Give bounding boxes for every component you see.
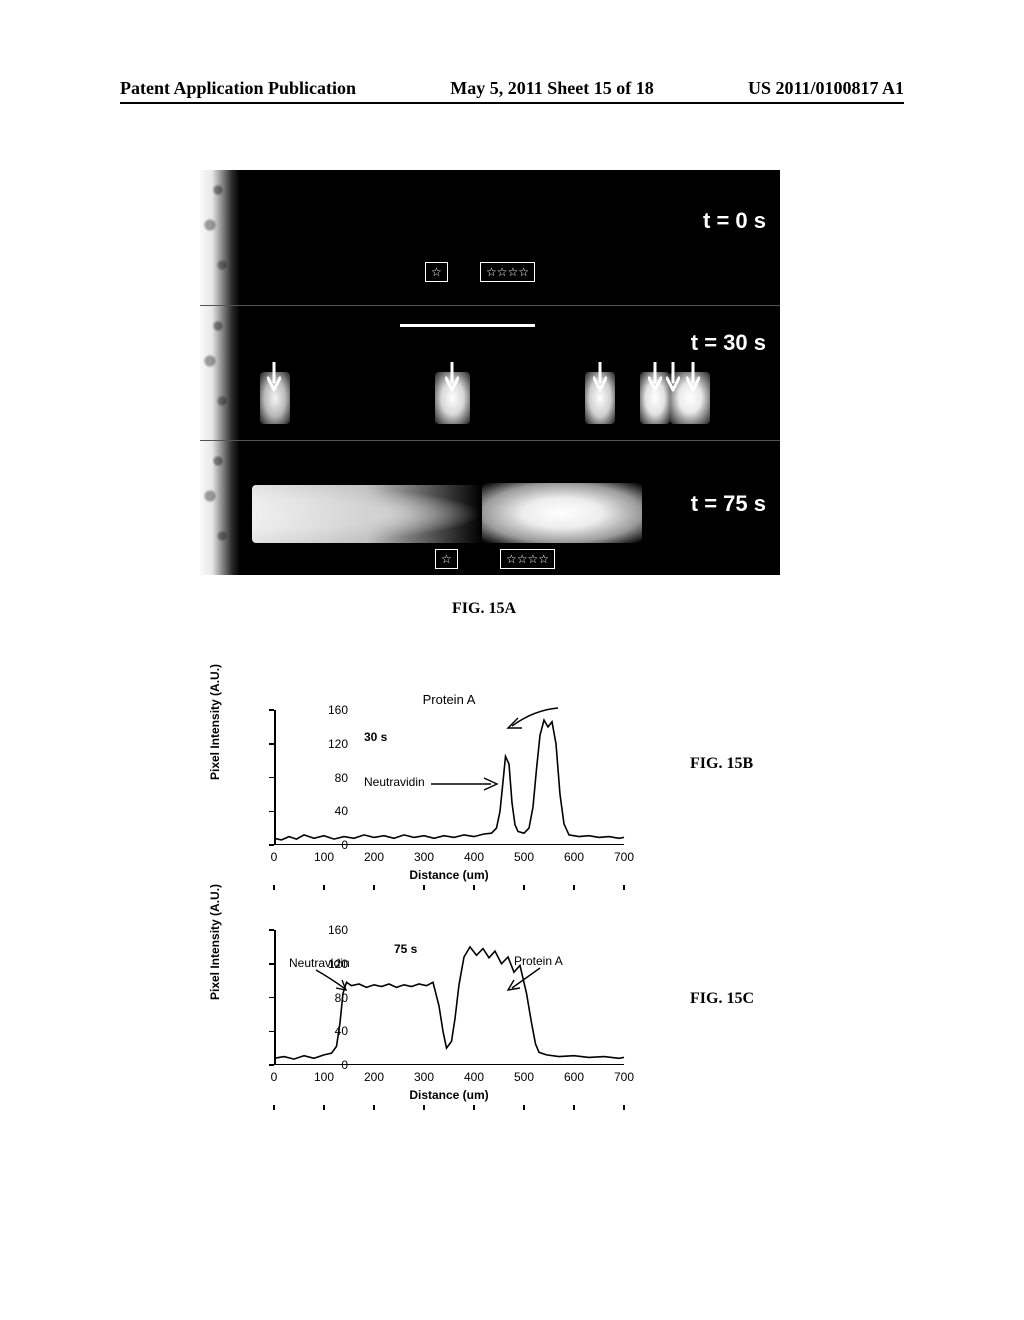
y-tick-label: 40 <box>314 804 348 818</box>
header-left: Patent Application Publication <box>120 78 356 99</box>
x-tick-label: 0 <box>259 1070 289 1084</box>
page-header: Patent Application Publication May 5, 20… <box>0 78 1024 99</box>
figure-15c-caption: FIG. 15C <box>690 990 754 1008</box>
time-label-t0: t = 0 s <box>703 208 766 234</box>
chart-15b: Protein A Pixel Intensity (A.U.) Distanc… <box>212 700 642 885</box>
marker-box-single-t75: ☆ <box>435 549 458 569</box>
x-tick-label: 700 <box>609 850 639 864</box>
star-icon: ☆ <box>441 552 452 566</box>
x-tick-label: 300 <box>409 1070 439 1084</box>
y-tick-label: 160 <box>314 923 348 937</box>
y-tick <box>269 1064 274 1066</box>
x-tick <box>473 885 475 890</box>
time-label-t75: t = 75 s <box>691 491 766 517</box>
x-tick <box>573 885 575 890</box>
x-tick <box>373 1105 375 1110</box>
left-smear-t75 <box>200 441 240 575</box>
chart-c-time-label: 75 s <box>394 942 417 956</box>
x-tick <box>473 1105 475 1110</box>
y-tick-label: 120 <box>314 957 348 971</box>
x-tick-label: 200 <box>359 1070 389 1084</box>
x-tick <box>273 1105 275 1110</box>
y-tick <box>269 777 274 779</box>
time-label-t30: t = 30 s <box>691 330 766 356</box>
y-tick <box>269 929 274 931</box>
header-right: US 2011/0100817 A1 <box>748 78 904 99</box>
x-tick-label: 500 <box>509 850 539 864</box>
x-tick-label: 400 <box>459 850 489 864</box>
x-tick <box>523 885 525 890</box>
arrow-down-icon <box>686 362 700 392</box>
y-tick <box>269 844 274 846</box>
chart-b-neutravidin-label: Neutravidin <box>364 775 425 789</box>
stars-icon: ☆☆☆☆ <box>506 552 549 566</box>
marker-box-single-t0: ☆ <box>425 262 448 282</box>
y-tick-label: 120 <box>314 737 348 751</box>
x-tick <box>273 885 275 890</box>
x-tick <box>523 1105 525 1110</box>
figure-15a-caption: FIG. 15A <box>452 600 516 618</box>
x-tick-label: 500 <box>509 1070 539 1084</box>
stars-icon: ☆☆☆☆ <box>486 265 529 279</box>
y-tick <box>269 743 274 745</box>
y-tick <box>269 997 274 999</box>
panel-t30: t = 30 s <box>200 305 780 440</box>
y-tick <box>269 1031 274 1033</box>
x-tick <box>323 885 325 890</box>
x-tick <box>623 885 625 890</box>
arrow-right-icon <box>429 775 501 793</box>
figure-15b-caption: FIG. 15B <box>690 755 753 773</box>
y-tick <box>269 963 274 965</box>
x-tick <box>623 1105 625 1110</box>
left-smear-t0 <box>200 170 240 305</box>
x-tick-label: 300 <box>409 850 439 864</box>
scale-bar <box>400 324 535 327</box>
x-tick-label: 700 <box>609 1070 639 1084</box>
band-wide-left <box>252 485 482 543</box>
y-tick <box>269 811 274 813</box>
left-smear-t30 <box>200 306 240 440</box>
chart-c-ylabel: Pixel Intensity (A.U.) <box>208 884 222 1000</box>
y-tick-label: 160 <box>314 703 348 717</box>
header-rule <box>120 102 904 104</box>
x-tick-label: 100 <box>309 850 339 864</box>
panel-t75: t = 75 s ☆ ☆☆☆☆ <box>200 440 780 575</box>
chart-15c: Pixel Intensity (A.U.) Distance (um) 75 … <box>212 920 642 1105</box>
x-tick-label: 100 <box>309 1070 339 1084</box>
header-center: May 5, 2011 Sheet 15 of 18 <box>450 78 653 99</box>
chart-b-time-label: 30 s <box>364 730 387 744</box>
arrow-down-icon <box>593 362 607 392</box>
chart-c-xlabel: Distance (um) <box>274 1088 624 1102</box>
x-tick <box>573 1105 575 1110</box>
panel-t0: t = 0 s ☆ ☆☆☆☆ <box>200 170 780 305</box>
band-wide-right <box>482 483 642 543</box>
y-tick-label: 80 <box>314 991 348 1005</box>
arrow-down-icon <box>648 362 662 392</box>
x-tick-label: 600 <box>559 1070 589 1084</box>
x-tick-label: 200 <box>359 850 389 864</box>
marker-box-multi-t0: ☆☆☆☆ <box>480 262 535 282</box>
arrow-down-icon <box>666 362 680 392</box>
chart-b-ylabel: Pixel Intensity (A.U.) <box>208 664 222 780</box>
y-tick-label: 80 <box>314 771 348 785</box>
y-tick-label: 40 <box>314 1024 348 1038</box>
marker-box-multi-t75: ☆☆☆☆ <box>500 549 555 569</box>
arrow-down-icon <box>445 362 459 392</box>
arrow-curve-icon <box>504 704 564 734</box>
arrow-down-icon <box>267 362 281 392</box>
arrow-down-left-icon <box>506 966 544 994</box>
x-tick <box>323 1105 325 1110</box>
star-icon: ☆ <box>431 265 442 279</box>
y-tick <box>269 709 274 711</box>
chart-b-xlabel: Distance (um) <box>274 868 624 882</box>
x-tick <box>373 885 375 890</box>
x-tick <box>423 1105 425 1110</box>
x-tick-label: 0 <box>259 850 289 864</box>
x-tick-label: 600 <box>559 850 589 864</box>
figure-15a-image: t = 0 s ☆ ☆☆☆☆ t = 30 s <box>200 170 780 575</box>
x-tick-label: 400 <box>459 1070 489 1084</box>
x-tick <box>423 885 425 890</box>
